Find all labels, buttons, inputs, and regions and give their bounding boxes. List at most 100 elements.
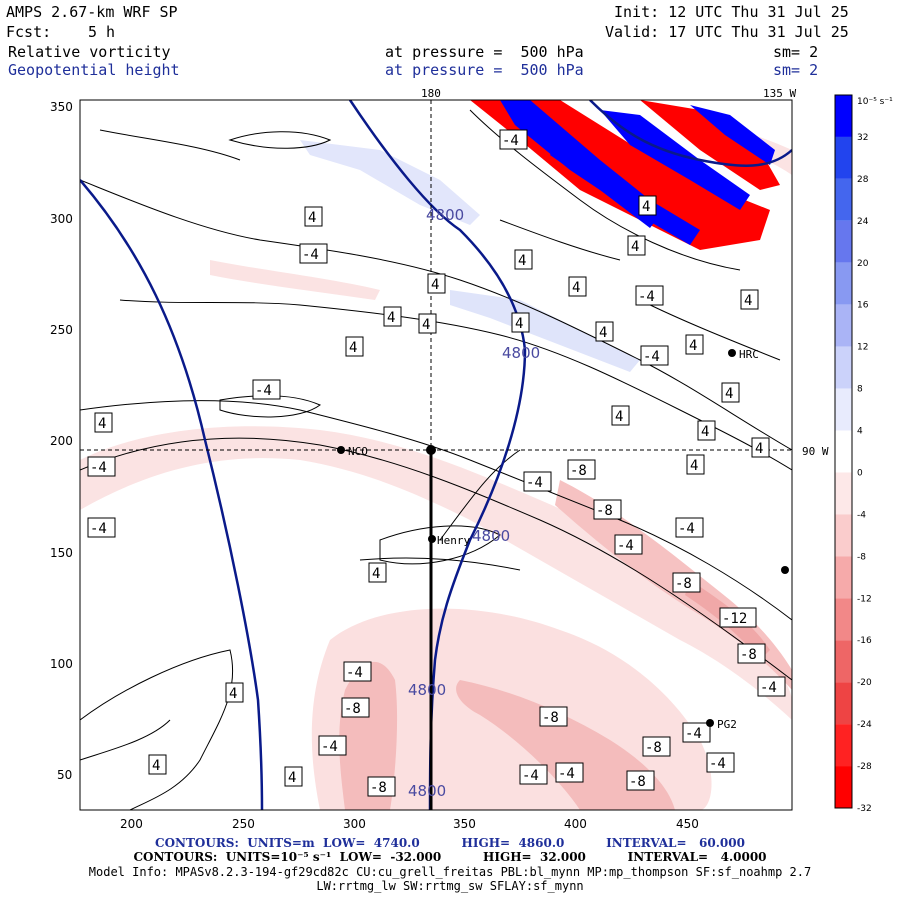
y-tick-label: 100	[50, 657, 73, 671]
vort-label: 4	[751, 437, 770, 458]
svg-text:4: 4	[755, 441, 763, 457]
height-label: 4800	[426, 206, 464, 224]
vort-label: -4	[614, 534, 643, 555]
y-tick-label: 300	[50, 212, 73, 226]
colorbar-tick-label: 20	[857, 259, 869, 269]
station-marker-edge	[781, 566, 789, 574]
forecast-value: 5 h	[88, 23, 116, 41]
lon-label-180: 180	[421, 87, 441, 100]
station-marker-hrc	[728, 349, 736, 357]
vort-label: -4	[318, 735, 347, 756]
colorbar-tick-label: 24	[857, 217, 869, 227]
field2-name: Geopotential height	[8, 61, 180, 79]
positive-vorticity-shading	[450, 290, 640, 372]
colorbar-tick-label: 28	[857, 175, 869, 185]
vort-label: 4	[686, 454, 705, 475]
vort-label: 4	[611, 405, 630, 426]
svg-text:4: 4	[229, 686, 237, 702]
plot-frame	[79, 99, 793, 811]
svg-text:-4: -4	[90, 460, 107, 476]
vort-label: -4	[640, 345, 669, 366]
vort-label: 4	[697, 420, 716, 441]
svg-text:-8: -8	[740, 647, 757, 663]
svg-text:4: 4	[690, 458, 698, 474]
field1-smoothing: sm= 2	[773, 43, 819, 61]
vort-label: -4	[87, 517, 116, 538]
svg-text:-8: -8	[675, 576, 692, 592]
vort-label: 4	[148, 754, 167, 775]
vort-label: 4	[721, 382, 740, 403]
colorbar-swatch	[835, 514, 852, 557]
vort-label: 4	[514, 249, 533, 270]
vort-label: -8	[341, 697, 370, 718]
svg-text:-4: -4	[526, 475, 543, 491]
svg-text:4: 4	[152, 758, 160, 774]
svg-text:4: 4	[701, 424, 709, 440]
station-label-nco: NCO	[348, 445, 368, 458]
model-info-2: LW:rrtmg_lw SW:rrtmg_sw SFLAY:sf_mynn	[316, 879, 584, 893]
svg-text:4: 4	[431, 277, 439, 293]
lon-label-90w: 90 W	[802, 445, 829, 458]
field1-level: at pressure = 500 hPa	[385, 43, 584, 61]
colorbar-swatch	[835, 388, 852, 431]
vort-label: -8	[626, 770, 655, 791]
model-info: Model Info: MPASv8.2.3-194-gf29cd82c CU:…	[88, 865, 812, 879]
svg-text:-4: -4	[760, 680, 777, 696]
svg-text:-4: -4	[643, 349, 660, 365]
vort-label: -8	[672, 572, 701, 593]
vort-label: 4	[595, 321, 614, 342]
x-tick-label: 450	[676, 817, 699, 831]
station-label-henry: Henry	[437, 534, 470, 547]
positive-vorticity-shading	[300, 140, 480, 225]
svg-text:-8: -8	[645, 740, 662, 756]
vort-label: 4	[511, 312, 530, 333]
vort-label: 4	[685, 334, 704, 355]
vort-label: -4	[87, 456, 116, 477]
colorbar-swatch	[835, 430, 852, 473]
vort-label: -4	[343, 661, 372, 682]
vort-label: -4	[675, 517, 704, 538]
negative-vorticity-band	[210, 260, 380, 300]
vort-label: -8	[737, 643, 766, 664]
svg-text:-4: -4	[638, 289, 655, 305]
vort-label: -4	[252, 379, 281, 400]
vort-label: -8	[642, 736, 671, 757]
colorbar-swatch	[835, 682, 852, 725]
forecast-label: Fcst:	[6, 23, 52, 41]
colorbar-swatch	[835, 472, 852, 515]
svg-text:-8: -8	[344, 701, 361, 717]
colorbar-tick-label: 8	[857, 385, 863, 395]
colorbar-tick-label: -24	[857, 720, 872, 730]
station-marker-nco	[337, 446, 345, 454]
svg-text:4: 4	[631, 239, 639, 255]
svg-text:4: 4	[308, 210, 316, 226]
svg-text:4: 4	[387, 310, 395, 326]
svg-text:4: 4	[422, 317, 430, 333]
height-label: 4800	[408, 782, 446, 800]
x-tick-label: 400	[564, 817, 587, 831]
svg-text:-8: -8	[629, 774, 646, 790]
colorbar-unit: 10⁻⁵ s⁻¹	[857, 97, 893, 107]
svg-text:4: 4	[98, 416, 106, 432]
svg-text:4: 4	[288, 770, 296, 786]
colorbar-tick-label: -4	[857, 510, 866, 520]
negative-vorticity-blob	[456, 680, 675, 810]
svg-text:4: 4	[349, 340, 357, 356]
colorbar-swatch	[835, 640, 852, 683]
svg-text:-4: -4	[346, 665, 363, 681]
y-tick-label: 200	[50, 434, 73, 448]
vort-label: 4	[368, 562, 387, 583]
svg-text:-8: -8	[570, 463, 587, 479]
svg-text:-12: -12	[722, 611, 747, 627]
colorbar-tick-label: 0	[857, 468, 863, 478]
y-tick-label: 350	[50, 100, 73, 114]
height-label: 4800	[502, 344, 540, 362]
field2-level: at pressure = 500 hPa	[385, 61, 584, 79]
vort-label: 4	[345, 336, 364, 357]
svg-text:-4: -4	[255, 383, 272, 399]
svg-text:4: 4	[372, 566, 380, 582]
svg-text:-8: -8	[370, 780, 387, 796]
svg-text:-4: -4	[558, 766, 575, 782]
colorbar-swatch	[835, 346, 852, 389]
